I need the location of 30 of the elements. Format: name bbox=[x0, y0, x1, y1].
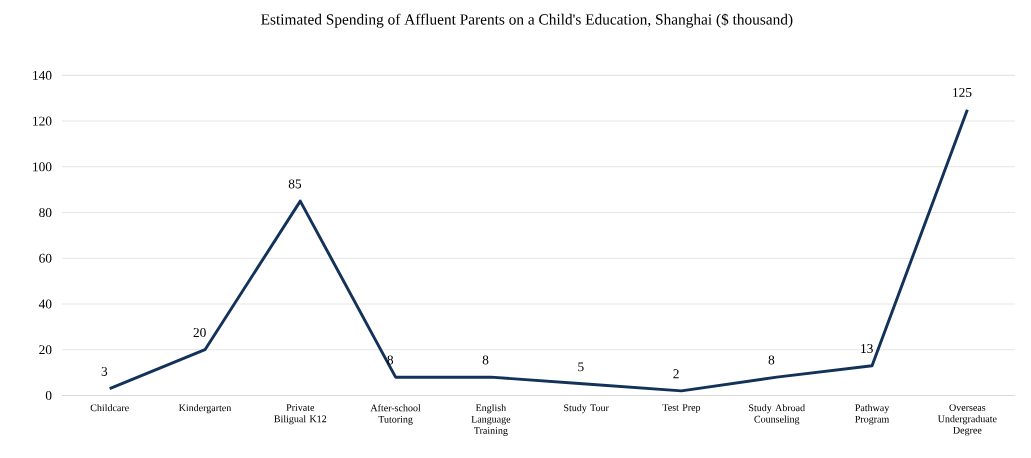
y-tick-label: 140 bbox=[33, 70, 52, 80]
data-label: 8 bbox=[387, 355, 394, 365]
x-tick-label: English Language Training bbox=[471, 404, 511, 436]
y-tick-label: 20 bbox=[39, 345, 52, 355]
line-series bbox=[108, 108, 969, 393]
x-tick-label: Study Tour bbox=[564, 404, 609, 414]
x-tick-label: Pathway Program bbox=[855, 404, 890, 425]
data-label: 5 bbox=[578, 362, 584, 372]
x-tick-label: Overseas Undergraduate Degree bbox=[937, 404, 997, 436]
data-label: 8 bbox=[482, 355, 489, 365]
data-label: 13 bbox=[861, 344, 873, 353]
x-tick-label: Childcare bbox=[90, 404, 129, 412]
chart-title: Estimated Spending of Affluent Parents on a Child's Education, Shanghai ($ thousand) bbox=[261, 13, 793, 28]
y-tick-label: 40 bbox=[38, 299, 52, 309]
data-label: 20 bbox=[193, 327, 206, 337]
data-label: 125 bbox=[953, 87, 972, 97]
data-label: 2 bbox=[673, 369, 679, 379]
data-label: 85 bbox=[288, 179, 302, 189]
x-tick-label: Study Abroad Counseling bbox=[749, 404, 805, 425]
y-tick-label: 100 bbox=[33, 162, 52, 172]
x-tick-label: Kindergarten bbox=[178, 404, 232, 414]
y-tick-label: 0 bbox=[45, 390, 52, 400]
x-tick-label: After-school Tutoring bbox=[370, 404, 421, 425]
data-label: 8 bbox=[768, 355, 775, 365]
y-tick-label: 80 bbox=[39, 207, 52, 217]
x-tick-label: Private Biligual K12 bbox=[274, 404, 327, 425]
y-tick-label: 60 bbox=[39, 253, 52, 263]
y-tick-label: 120 bbox=[33, 116, 52, 126]
x-tick-label: Test Prep bbox=[662, 404, 701, 413]
data-label: 3 bbox=[101, 366, 108, 376]
